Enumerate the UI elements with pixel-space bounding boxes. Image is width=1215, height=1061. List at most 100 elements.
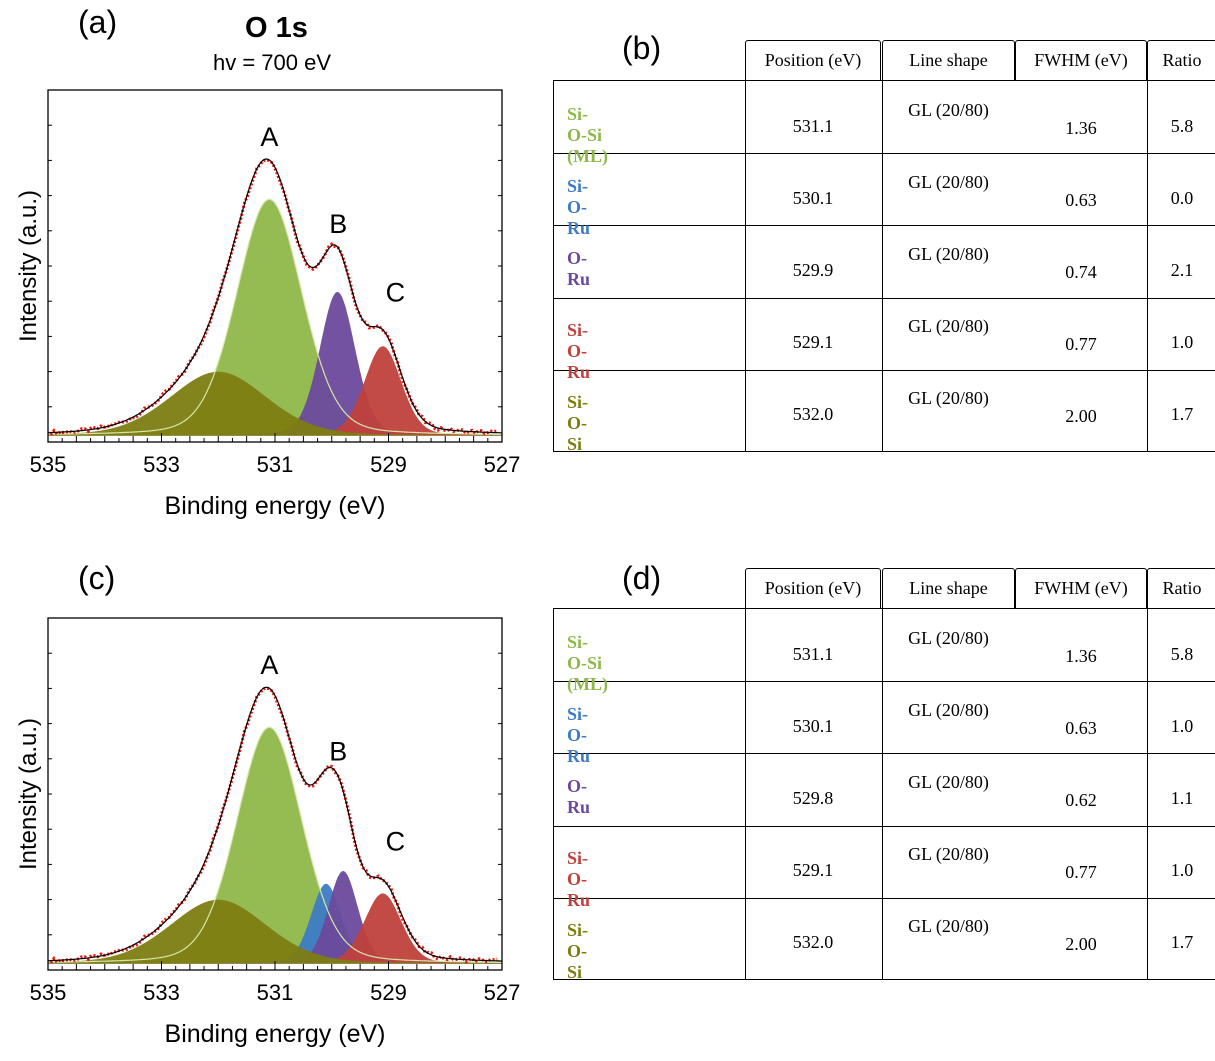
table-d-cell-fwhm: 1.36 (1065, 646, 1097, 666)
chart-a-x-axis-label: Binding energy (eV) (165, 492, 386, 520)
spectrum-subtitle: hv = 700 eV (213, 50, 332, 75)
chart-c-envelope (47, 686, 502, 962)
spectrum-title: O 1s (245, 12, 308, 44)
table-d-column-divider (882, 608, 883, 980)
table-d-cell-position: 532.0 (792, 932, 834, 952)
table-d-cell-fwhm: 0.63 (1065, 718, 1097, 738)
table-b-row-divider (553, 297, 1215, 299)
table-d-component-label: Si-O-Si (567, 920, 589, 982)
table-d-cell-fwhm: 0.77 (1065, 862, 1097, 882)
table-d-cell-position: 529.1 (792, 860, 834, 880)
table-d-component-label: Si-O-Si (ML) (567, 632, 608, 694)
table-b-cell-fwhm: 0.63 (1065, 190, 1097, 210)
table-d-cell-ratio: 1.0 (1170, 716, 1194, 736)
table-d-cell-ratio: 1.0 (1170, 860, 1194, 880)
table-d-row-divider (553, 898, 1215, 899)
table-b-cell-position: 529.9 (792, 260, 834, 280)
panel-label-a: (a) (78, 4, 118, 40)
table-b-cell-ratio: 5.8 (1170, 116, 1194, 136)
table-b-row-divider (553, 152, 1215, 154)
chart-a-x-tick-label: 529 (370, 452, 407, 477)
chart-c-y-axis-label: Intensity (a.u.) (15, 718, 42, 870)
table-d-header-3: Ratio (1147, 568, 1215, 608)
table-d-cell-line_shape: GL (20/80) (908, 844, 989, 864)
table-d-row-divider (553, 680, 1215, 682)
chart-a-component-si-o-si-ml--0 (48, 199, 502, 436)
chart-a-ml-outline (48, 198, 503, 435)
table-b-column-divider (882, 80, 883, 452)
chart-c-component-si-o-ru-3 (48, 893, 502, 964)
table-d-cell-line_shape: GL (20/80) (908, 700, 989, 720)
table-b-row-divider (553, 370, 1215, 371)
table-b-cell-position: 529.1 (792, 332, 834, 352)
table-b-component-label: Si-O-Si (ML) (567, 104, 608, 166)
chart-c-peak-label-a: A (260, 650, 278, 680)
table-d-cell-line_shape: GL (20/80) (908, 916, 989, 936)
panel-label-b: (b) (622, 30, 662, 66)
chart-c-peak-label-c: C (386, 826, 406, 856)
table-b-component-label: Si-O-Ru (567, 176, 591, 238)
chart-c-x-tick-label: 529 (370, 980, 407, 1005)
chart-a-component-si-o-ru-2 (48, 346, 502, 436)
table-b-column-divider (1147, 80, 1148, 452)
panel-label-c: (c) (78, 560, 116, 596)
table-d-cell-fwhm: 2.00 (1065, 934, 1097, 954)
chart-c-x-tick-label: 535 (30, 980, 67, 1005)
chart-c-component-si-o-si-4 (48, 899, 502, 964)
chart-c-x-tick-label: 527 (484, 980, 521, 1005)
table-d-cell-position: 530.1 (792, 716, 834, 736)
table-d-cell-position: 529.8 (792, 788, 834, 808)
chart-c-component-si-o-si-ml--0 (48, 727, 502, 964)
table-b-cell-position: 531.1 (792, 116, 834, 136)
table-b-column-divider (745, 80, 746, 452)
chart-c-x-axis-label: Binding energy (eV) (165, 1020, 386, 1048)
table-b-cell-line_shape: GL (20/80) (908, 100, 989, 120)
table-d-row-divider (553, 753, 1215, 754)
table-d-column-divider (745, 608, 746, 980)
panel-label-d: (d) (622, 560, 662, 596)
table-b-cell-fwhm: 1.36 (1065, 118, 1097, 138)
table-b-cell-fwhm: 0.74 (1065, 262, 1097, 282)
table-d-column-divider (1147, 608, 1148, 980)
chart-c-peak-label-b: B (329, 737, 347, 767)
chart-a-peak-label-c: C (386, 277, 406, 307)
table-b-cell-line_shape: GL (20/80) (908, 172, 989, 192)
chart-c-x-tick-label: 533 (143, 980, 180, 1005)
chart-a-component-si-o-si-3 (48, 371, 502, 436)
table-d-header-1: Line shape (882, 568, 1015, 608)
chart-a-x-tick-label: 535 (30, 452, 67, 477)
table-b-row-divider (553, 225, 1215, 226)
table-b-component-label: Si-O-Si (567, 392, 589, 454)
table-d-row-divider (553, 825, 1215, 827)
table-b-cell-ratio: 1.0 (1170, 332, 1194, 352)
xps-chart-c: 535 533 531 529 527 Binding energy (eV) Intens… (15, 617, 521, 1048)
table-d-cell-ratio: 1.1 (1170, 788, 1194, 808)
chart-a-x-tick-label: 531 (257, 452, 294, 477)
table-d-component-label: Si-O-Ru (567, 704, 591, 766)
table-b-cell-line_shape: GL (20/80) (908, 244, 989, 264)
chart-a-peak-label-b: B (329, 209, 347, 239)
chart-a-envelope (48, 158, 502, 434)
table-b-header-3: Ratio (1147, 40, 1215, 80)
table-d-cell-fwhm: 0.62 (1065, 790, 1097, 810)
table-b-component-label: Si-O-Ru (567, 320, 591, 382)
table-b-cell-position: 530.1 (792, 188, 834, 208)
table-b-header-0: Position (eV) (745, 40, 881, 80)
table-b-cell-ratio: 0.0 (1170, 188, 1194, 208)
table-d-cell-line_shape: GL (20/80) (908, 772, 989, 792)
table-b-header-2: FWHM (eV) (1015, 40, 1147, 80)
table-d-cell-line_shape: GL (20/80) (908, 628, 989, 648)
table-b-cell-ratio: 1.7 (1170, 404, 1194, 424)
table-b-cell-ratio: 2.1 (1170, 260, 1194, 280)
chart-a-peak-label-a: A (260, 122, 278, 152)
table-d-cell-position: 531.1 (792, 644, 834, 664)
chart-c-ml-outline (48, 726, 503, 963)
table-d-component-label: O-Ru (567, 776, 591, 817)
table-b-cell-line_shape: GL (20/80) (908, 316, 989, 336)
table-b-component-label: O-Ru (567, 248, 591, 289)
chart-a-x-tick-label: 527 (484, 452, 521, 477)
chart-a-x-tick-label: 533 (143, 452, 180, 477)
table-d-header-0: Position (eV) (745, 568, 881, 608)
xps-chart-a: 535 533 531 529 527 Binding energy (eV) Intens… (15, 89, 521, 520)
table-d-header-2: FWHM (eV) (1015, 568, 1147, 608)
